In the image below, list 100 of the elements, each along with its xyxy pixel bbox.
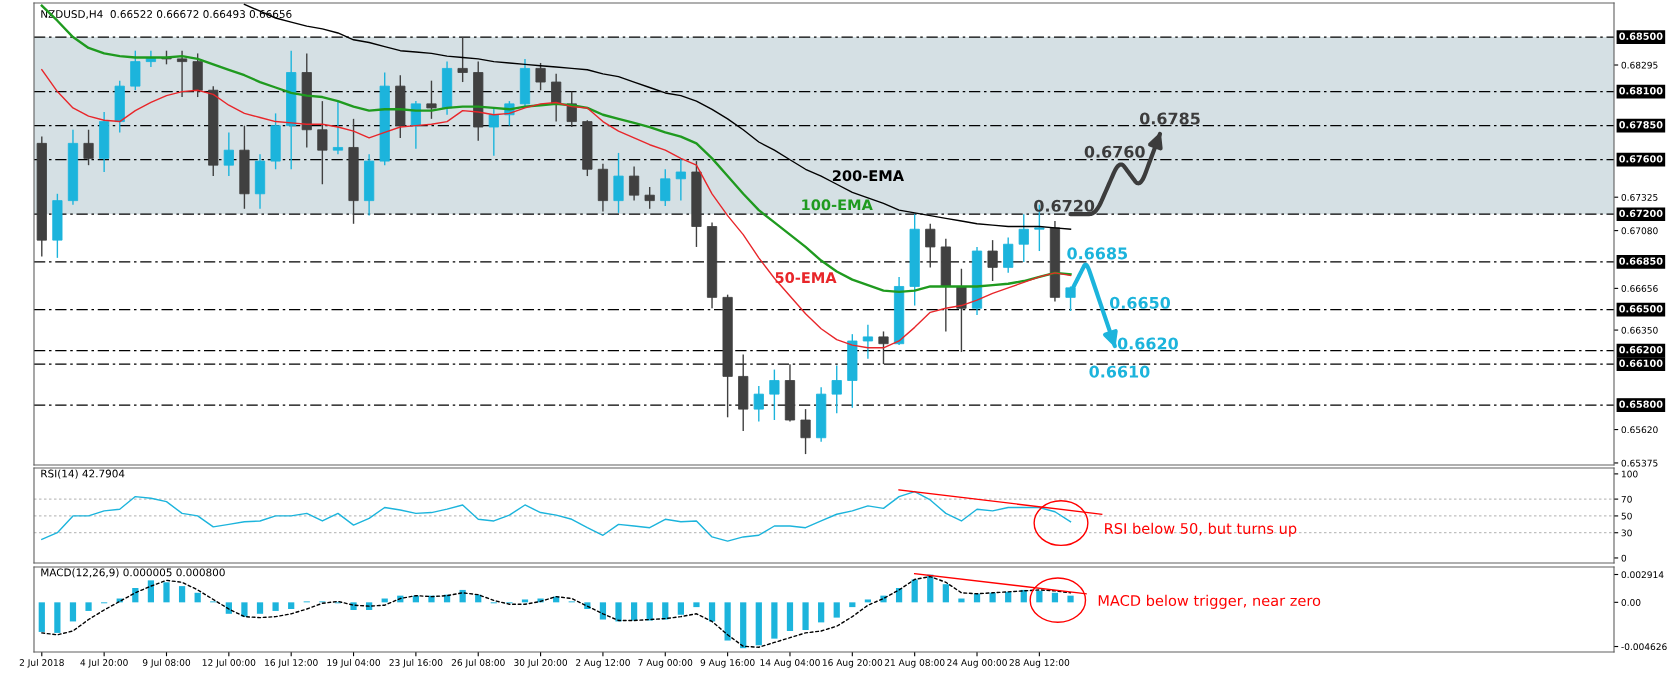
text: 0.6785 — [1139, 112, 1200, 125]
bar — [818, 602, 825, 623]
candlestick — [987, 239, 998, 282]
text: 0.6620 — [1117, 337, 1178, 350]
candlestick — [551, 73, 562, 123]
candlestick — [660, 168, 671, 207]
candlestick — [1003, 236, 1014, 274]
ref-line-label: 0.68100 — [1619, 87, 1663, 95]
bar — [755, 602, 762, 646]
series-label: 100-EMA — [802, 199, 873, 211]
candlestick — [878, 330, 889, 365]
candlestick — [800, 408, 811, 455]
series-label: 200-EMA — [832, 170, 904, 182]
bar — [630, 602, 638, 621]
bar — [599, 602, 607, 620]
ref-line-label: 0.67200 — [1619, 209, 1663, 218]
y-tick-label: 100 — [1621, 470, 1638, 478]
bar — [163, 582, 170, 603]
bar — [38, 602, 45, 632]
y-tick-label: 0.66656 — [1621, 285, 1658, 292]
x-tick-label: 4 Jul 20:00 — [80, 658, 128, 668]
annotation: RSI below 50, but turns up — [1105, 522, 1297, 537]
chart-title: MACD(12,26,9) 0.000005 0.000800 — [41, 568, 225, 578]
candlestick — [925, 223, 936, 269]
bar — [521, 599, 529, 603]
bar — [646, 602, 653, 621]
bar — [677, 602, 684, 615]
bar — [989, 592, 996, 603]
annotation: 0.6720 — [1034, 199, 1095, 212]
x-tick-label: 7 Aug 00:00 — [638, 659, 693, 668]
bar — [802, 602, 809, 631]
y-tick-label: 0.002914 — [1621, 571, 1664, 579]
bar — [615, 602, 622, 622]
x-tick-label: 2 Aug 12:00 — [576, 659, 630, 668]
ref-line-label: 0.66100 — [1619, 359, 1663, 367]
bar — [256, 602, 264, 614]
bar — [194, 592, 201, 603]
bar — [1036, 590, 1043, 603]
y-tick-label: 0.65620 — [1621, 426, 1658, 434]
candlestick — [753, 385, 764, 423]
ref-line-label: 0.66200 — [1619, 345, 1663, 354]
series-label: 50-EMA — [775, 272, 837, 284]
x-tick-label: 9 Aug 16:00 — [700, 659, 755, 668]
y-tick-label: 0.66350 — [1621, 326, 1658, 334]
bar — [147, 580, 155, 603]
bar — [288, 602, 295, 610]
bar — [1051, 592, 1059, 603]
x-tick-label: 24 Aug 00:00 — [947, 659, 1007, 668]
x-tick-label: 19 Jul 04:00 — [327, 658, 380, 668]
x-tick-label: 30 Jul 20:00 — [514, 658, 568, 668]
text: 0.6650 — [1109, 296, 1171, 309]
bar — [662, 602, 669, 620]
line-series — [41, 490, 1072, 542]
bar — [724, 602, 731, 641]
annotation: 0.6685 — [1067, 247, 1128, 260]
x-tick-label: 16 Aug 20:00 — [822, 659, 883, 668]
y-tick-label: 0 — [1621, 554, 1627, 562]
x-tick-label: 9 Jul 08:00 — [142, 658, 191, 668]
annotation: 0.6760 — [1084, 145, 1145, 158]
bar — [1067, 595, 1074, 603]
chart-title: RSI(14) 42.7904 — [41, 469, 125, 479]
bar — [786, 602, 794, 631]
bar — [849, 602, 856, 608]
candlestick — [675, 157, 686, 202]
x-tick-label: 16 Jul 12:00 — [265, 658, 318, 668]
ref-line-label: 0.66500 — [1619, 305, 1663, 313]
candlestick — [426, 79, 437, 120]
ref-line-label: 0.66850 — [1619, 257, 1663, 265]
bar — [54, 602, 61, 633]
bar — [272, 602, 279, 611]
annotation: MACD below trigger, near zero — [1098, 594, 1321, 609]
candlestick — [831, 364, 842, 414]
x-tick-label: 26 Jul 08:00 — [451, 658, 505, 668]
candlestick — [629, 165, 640, 202]
annotation: 0.6610 — [1089, 365, 1150, 378]
ref-line-label: 0.67850 — [1619, 121, 1663, 129]
bar — [693, 602, 700, 608]
candlestick — [332, 100, 344, 155]
x-tick-label: 21 Aug 08:00 — [884, 659, 945, 668]
bar — [241, 602, 248, 617]
candlestick — [223, 131, 234, 177]
y-tick-label: 50 — [1621, 512, 1632, 520]
candlestick — [1018, 213, 1029, 263]
bar — [740, 602, 747, 649]
x-tick-label: 23 Jul 16:00 — [389, 658, 443, 668]
candlestick — [317, 100, 328, 185]
candlestick — [83, 129, 94, 166]
bar — [708, 602, 716, 622]
bar — [942, 584, 949, 603]
bar — [864, 599, 872, 603]
y-tick-label: 0.65375 — [1621, 459, 1658, 467]
candlestick — [862, 323, 873, 360]
candlestick — [176, 50, 188, 98]
ref-line-label: 0.65800 — [1619, 400, 1663, 408]
bar — [69, 602, 77, 622]
candlestick — [644, 186, 655, 210]
ref-line-label: 0.68500 — [1619, 32, 1663, 40]
bar — [833, 602, 840, 618]
x-tick-label: 2 Jul 2018 — [19, 658, 64, 668]
candlestick — [535, 62, 546, 91]
